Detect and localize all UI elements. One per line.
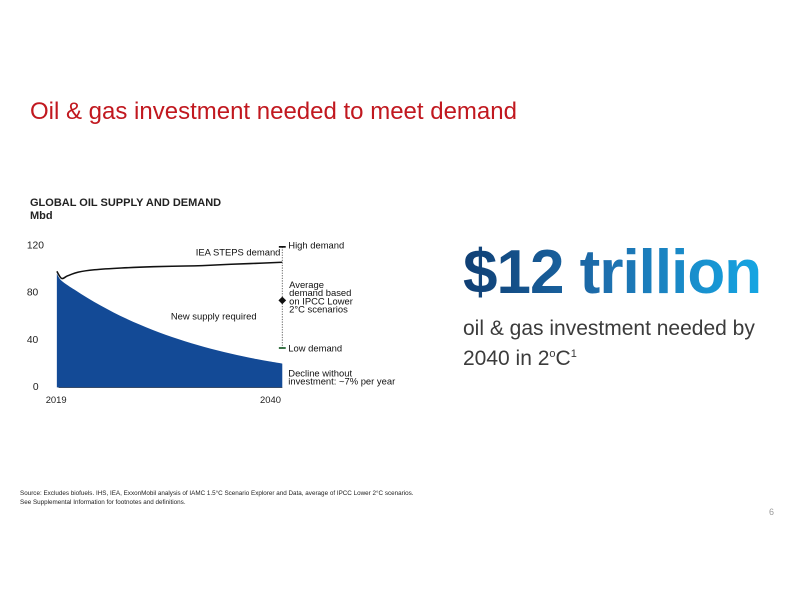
svg-text:2019: 2019 bbox=[46, 394, 67, 405]
svg-text:2°C scenarios: 2°C scenarios bbox=[289, 303, 348, 314]
svg-text:120: 120 bbox=[27, 241, 44, 252]
svg-text:New supply required: New supply required bbox=[171, 311, 257, 322]
svg-text:40: 40 bbox=[27, 335, 39, 346]
svg-text:Low demand: Low demand bbox=[288, 342, 342, 353]
svg-text:80: 80 bbox=[27, 288, 39, 299]
svg-text:IEA STEPS demand: IEA STEPS demand bbox=[196, 246, 281, 257]
svg-text:investment: ~7% per year: investment: ~7% per year bbox=[288, 375, 395, 386]
svg-text:High demand: High demand bbox=[288, 240, 344, 251]
svg-text:0: 0 bbox=[33, 382, 39, 393]
svg-text:2040: 2040 bbox=[260, 394, 281, 405]
